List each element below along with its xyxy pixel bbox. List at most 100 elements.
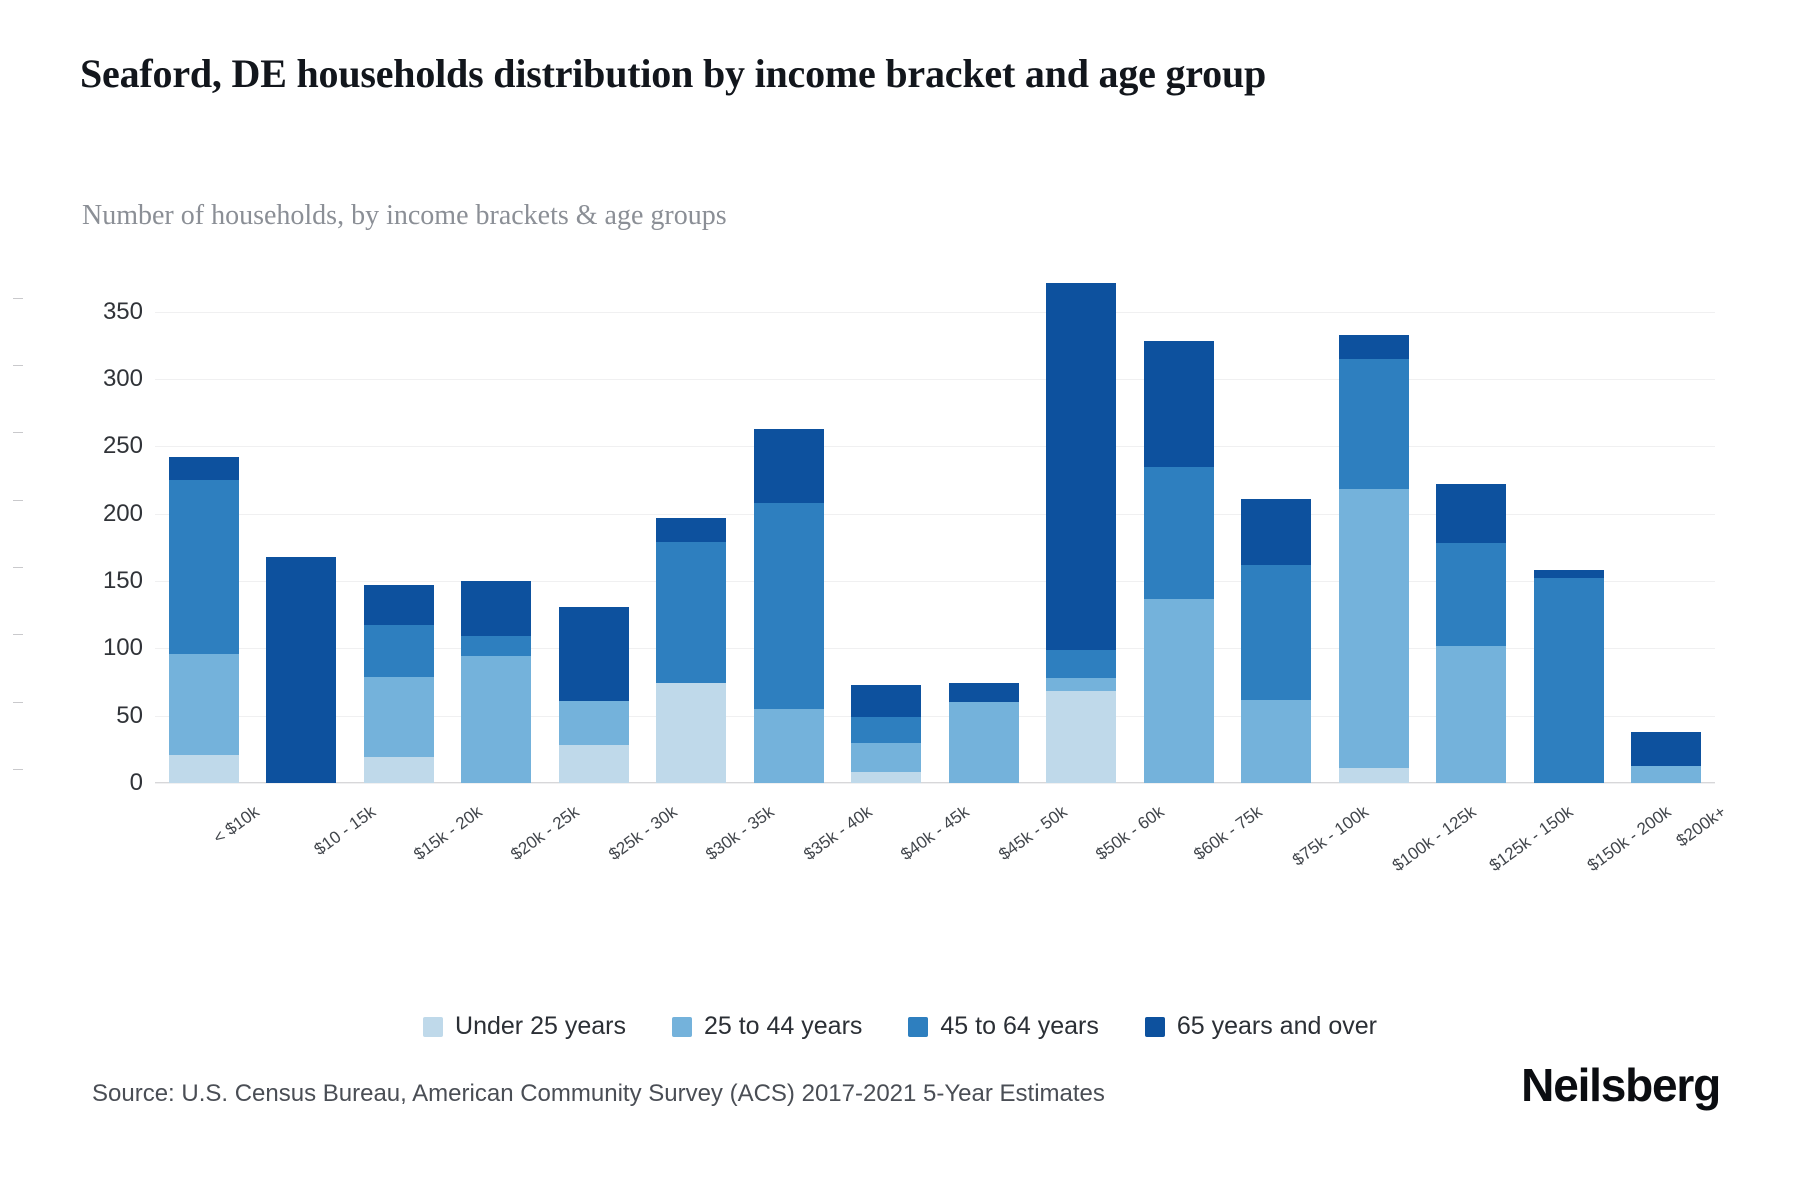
bar-segment[interactable] xyxy=(656,517,727,542)
bar-stack[interactable] xyxy=(1143,341,1214,783)
brand-logo: Neilsberg xyxy=(1521,1059,1721,1111)
y-axis-tick-label: 350 xyxy=(13,297,143,326)
bar-stack[interactable] xyxy=(1533,570,1604,783)
y-axis-tick-mark xyxy=(13,432,23,434)
y-axis-tick-mark xyxy=(13,634,23,636)
legend-label: 25 to 44 years xyxy=(703,1012,863,1040)
gridline xyxy=(155,581,1715,582)
bar-segment[interactable] xyxy=(461,636,532,657)
bar-series-container xyxy=(155,278,1715,783)
bar-segment[interactable] xyxy=(1436,543,1507,646)
bar-segment[interactable] xyxy=(558,606,629,701)
legend-swatch-icon xyxy=(423,1016,444,1037)
legend-item[interactable]: 45 to 64 years xyxy=(908,1012,1099,1041)
bar-segment[interactable] xyxy=(1533,578,1604,783)
bar-segment[interactable] xyxy=(1241,699,1312,783)
x-axis-tick-label: $60k - 75k xyxy=(1189,802,1266,865)
bar-stack[interactable] xyxy=(851,684,922,783)
gridline xyxy=(155,715,1715,717)
bar-stack[interactable] xyxy=(753,428,824,783)
x-axis-tick-label: $30k - 35k xyxy=(702,802,778,865)
gridline xyxy=(155,513,1715,515)
bar-segment[interactable] xyxy=(948,702,1019,783)
bar-segment[interactable] xyxy=(753,708,824,783)
bar-stack[interactable] xyxy=(1241,498,1312,783)
x-axis-tick-label: < $10k xyxy=(209,802,263,848)
bar-stack[interactable] xyxy=(363,585,434,783)
y-axis-tick-mark xyxy=(13,769,23,770)
bar-segment[interactable] xyxy=(656,683,727,783)
legend-swatch-icon xyxy=(908,1016,929,1037)
bar-stack[interactable] xyxy=(1338,334,1409,783)
bar-segment[interactable] xyxy=(1631,765,1702,783)
bar-segment[interactable] xyxy=(461,581,532,637)
bar-segment[interactable] xyxy=(753,502,824,709)
bar-segment[interactable] xyxy=(851,742,922,773)
bar-segment[interactable] xyxy=(1338,768,1409,783)
bar-segment[interactable] xyxy=(1046,691,1117,783)
bar-stack[interactable] xyxy=(948,683,1019,783)
bar-segment[interactable] xyxy=(1338,358,1409,490)
bar-segment[interactable] xyxy=(558,745,629,783)
bar-stack[interactable] xyxy=(168,457,239,783)
bar-segment[interactable] xyxy=(1631,731,1702,766)
bar-segment[interactable] xyxy=(363,676,434,758)
legend-swatch-icon xyxy=(1144,1016,1165,1037)
bar-segment[interactable] xyxy=(266,556,337,783)
y-axis-tick-mark xyxy=(13,297,23,299)
bar-segment[interactable] xyxy=(363,585,434,626)
y-axis-tick-label: 250 xyxy=(13,432,143,460)
bar-segment[interactable] xyxy=(1436,645,1507,783)
bar-segment[interactable] xyxy=(851,772,922,783)
bar-segment[interactable] xyxy=(1241,498,1312,565)
bar-segment[interactable] xyxy=(168,653,239,755)
legend-label: 45 to 64 years xyxy=(940,1012,1099,1040)
legend-item[interactable]: Under 25 years xyxy=(423,1012,626,1041)
x-axis-tick-label: $25k - 30k xyxy=(604,802,681,865)
bar-stack[interactable] xyxy=(558,606,629,783)
bar-segment[interactable] xyxy=(461,656,532,783)
bar-segment[interactable] xyxy=(656,541,727,684)
bar-segment[interactable] xyxy=(851,684,922,718)
bar-segment[interactable] xyxy=(851,717,922,743)
bar-segment[interactable] xyxy=(1338,489,1409,769)
x-axis-labels: < $10k $10 - 15k $15k - 20k $20k - 25k $25k … xyxy=(155,788,1730,878)
chart-plot-area: 0 50 100 150 200 250 300 350 xyxy=(13,278,1715,796)
bar-segment[interactable] xyxy=(1046,283,1117,650)
bar-segment[interactable] xyxy=(753,428,824,503)
y-axis-tick-mark xyxy=(13,499,23,501)
legend-item[interactable]: 65 years and over xyxy=(1144,1012,1377,1041)
bar-stack[interactable] xyxy=(1046,283,1117,783)
legend-swatch-icon xyxy=(671,1016,692,1037)
y-axis-tick-mark xyxy=(13,365,23,366)
bar-segment[interactable] xyxy=(168,480,239,654)
x-axis-line xyxy=(155,782,1715,783)
bar-segment[interactable] xyxy=(1143,466,1214,599)
bar-segment[interactable] xyxy=(1143,341,1214,467)
bar-segment[interactable] xyxy=(1046,677,1117,692)
bar-segment[interactable] xyxy=(1533,570,1604,579)
x-axis-tick-label: $40k - 45k xyxy=(897,802,973,865)
bar-segment[interactable] xyxy=(1436,484,1507,544)
bar-segment[interactable] xyxy=(168,457,239,481)
legend-item[interactable]: 25 to 44 years xyxy=(671,1012,863,1041)
y-axis-tick-label: 0 xyxy=(13,769,143,797)
bar-segment[interactable] xyxy=(1143,598,1214,783)
gridline xyxy=(155,311,1715,313)
bar-stack[interactable] xyxy=(266,556,337,783)
x-axis-tick-label: $200k+ xyxy=(1672,802,1730,851)
bar-segment[interactable] xyxy=(948,683,1019,703)
bar-segment[interactable] xyxy=(363,625,434,677)
x-axis-tick-label: $75k - 100k xyxy=(1289,802,1373,870)
bar-segment[interactable] xyxy=(363,757,434,783)
bar-stack[interactable] xyxy=(1631,731,1702,783)
bar-segment[interactable] xyxy=(1241,564,1312,700)
bar-stack[interactable] xyxy=(1436,484,1507,783)
bar-stack[interactable] xyxy=(461,581,532,783)
bar-stack[interactable] xyxy=(656,517,727,783)
x-axis-tick-label: $150k - 200k xyxy=(1583,802,1675,876)
bar-segment[interactable] xyxy=(1046,649,1117,678)
bar-segment[interactable] xyxy=(558,700,629,746)
bar-segment[interactable] xyxy=(1338,334,1409,359)
bar-segment[interactable] xyxy=(168,754,239,783)
